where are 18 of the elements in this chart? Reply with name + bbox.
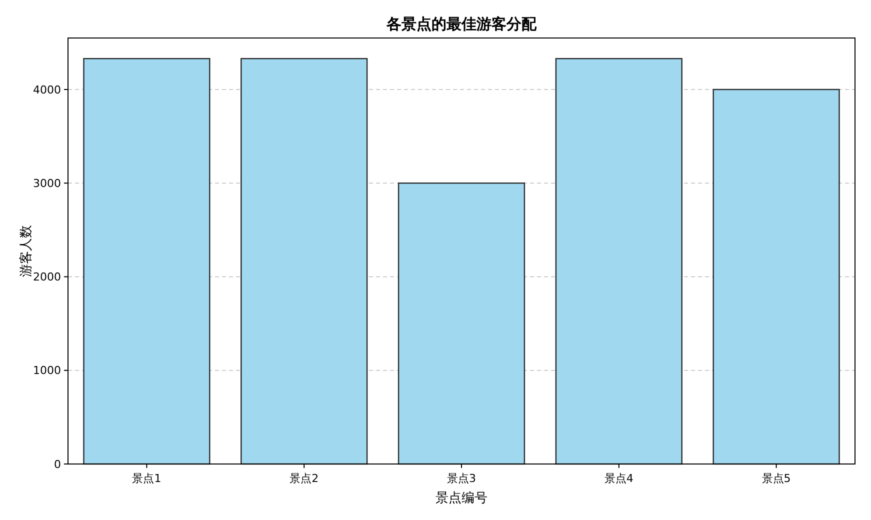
x-tick-label: 景点4: [604, 472, 634, 485]
y-tick-label: 3000: [33, 176, 61, 190]
y-tick-label: 4000: [33, 83, 61, 96]
x-tick-label: 景点3: [447, 472, 476, 485]
bar: [712, 88, 840, 465]
x-axis-title: 景点编号: [436, 491, 488, 506]
x-tick-label: 景点2: [290, 472, 319, 485]
y-tick-label: 2000: [33, 270, 61, 284]
bar: [555, 58, 682, 465]
bar: [398, 182, 526, 465]
bar: [83, 58, 210, 465]
chart-title: 各景点的最佳游客分配: [386, 15, 538, 33]
y-axis-title: 游客人数: [18, 225, 34, 277]
x-tick-label: 景点5: [762, 472, 791, 485]
y-tick-label: 1000: [33, 364, 61, 378]
bar: [240, 58, 368, 465]
x-tick-label: 景点1: [132, 472, 162, 485]
y-tick-label: 0: [54, 458, 61, 471]
